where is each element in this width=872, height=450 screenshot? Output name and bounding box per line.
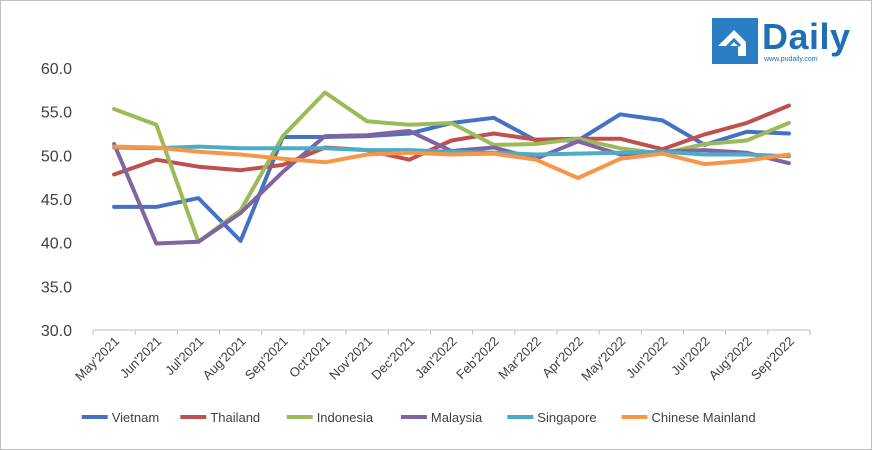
x-tick-label: Jun'2022 [623, 334, 671, 382]
x-tick-label: Mar'2022 [495, 334, 544, 383]
legend-label: Thailand [210, 410, 260, 425]
y-tick-label: 40.0 [41, 236, 72, 253]
legend-label: Vietnam [112, 410, 159, 425]
daily-logo-text: Daily [762, 16, 851, 57]
daily-logo-icon [712, 18, 758, 64]
x-tick-label: Oct'2021 [286, 334, 333, 381]
daily-logo-url: www.pudaily.com [764, 56, 818, 63]
y-tick-label: 60.0 [41, 61, 72, 78]
legend-item-chinese-mainland: Chinese Mainland [621, 410, 756, 425]
legend-item-indonesia: Indonesia [286, 410, 374, 425]
x-tick-label: Dec'2021 [368, 334, 417, 383]
series-line-singapore [112, 144, 791, 159]
x-tick-label: Sep'2021 [242, 334, 291, 383]
y-tick-label: 50.0 [41, 148, 72, 165]
x-tick-label: Sep'2022 [748, 334, 797, 383]
legend-label: Chinese Mainland [652, 410, 756, 425]
y-tick-label: 35.0 [41, 279, 72, 296]
legend-label: Singapore [537, 410, 596, 425]
y-tick-label: 30.0 [41, 323, 72, 340]
x-tick-label: Feb'2022 [453, 334, 502, 383]
chart-legend: Vietnam Thailand Indonesia Malaysia Singapor… [81, 410, 756, 425]
x-tick-label: Jan'2022 [412, 334, 460, 382]
daily-logo: Daily www.pudaily.com [712, 16, 862, 68]
x-tick-label: Aug'2021 [200, 334, 249, 383]
x-tick-label: Nov'2021 [326, 334, 375, 383]
legend-item-vietnam: Vietnam [81, 410, 159, 425]
legend-label: Malaysia [431, 410, 483, 425]
x-tick-label: Jun'2021 [117, 334, 165, 382]
legend-label: Indonesia [317, 410, 374, 425]
x-tick-label: Aug'2022 [706, 334, 755, 383]
x-tick-label: May'2021 [72, 334, 122, 384]
x-tick-label: May'2022 [578, 334, 628, 384]
series-line-vietnam [112, 112, 791, 243]
legend-item-thailand: Thailand [180, 410, 260, 425]
series-line-chinese-mainland [112, 144, 791, 180]
legend-item-singapore: Singapore [507, 410, 597, 425]
y-tick-label: 55.0 [41, 105, 72, 122]
y-tick-label: 45.0 [41, 192, 72, 209]
chart-series-lines [112, 90, 791, 246]
legend-item-malaysia: Malaysia [400, 410, 483, 425]
series-line-thailand [112, 103, 791, 177]
chart-axes: 30.035.040.045.050.055.060.0May'2021Jun'… [41, 61, 811, 384]
